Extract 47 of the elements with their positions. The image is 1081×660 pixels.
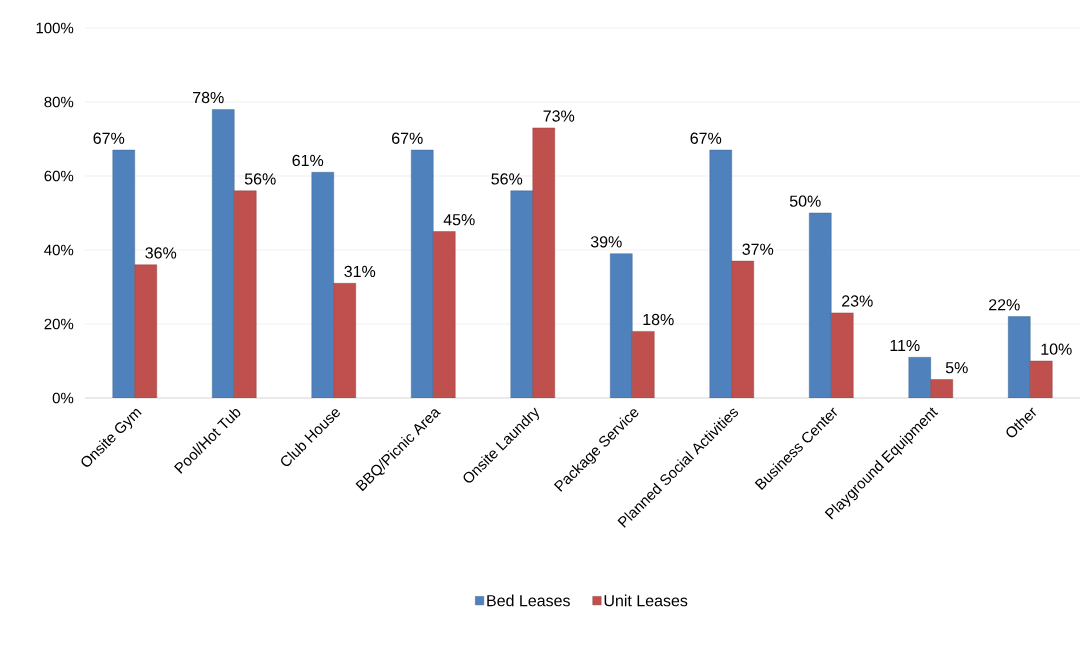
data-label: 23% <box>842 295 873 307</box>
data-label: 36% <box>145 247 177 259</box>
bar <box>908 357 931 398</box>
data-label: 61% <box>292 154 324 167</box>
data-label: 67% <box>392 132 423 144</box>
data-label: 31% <box>344 265 376 278</box>
y-tick-label: 20% <box>44 318 74 330</box>
data-label: 5% <box>945 362 968 374</box>
data-label: 37% <box>742 243 774 255</box>
data-label: 67% <box>93 132 125 144</box>
y-tick-label: 60% <box>44 170 74 182</box>
bar <box>433 231 456 398</box>
data-label: 10% <box>1041 343 1072 355</box>
data-label: 56% <box>244 173 276 185</box>
data-label: 73% <box>543 110 575 122</box>
legend-label: Bed Leases <box>487 594 570 607</box>
bar <box>532 127 555 398</box>
bar <box>731 260 754 398</box>
data-label: 56% <box>491 173 523 185</box>
bar <box>709 149 732 398</box>
data-label: 50% <box>789 195 821 207</box>
y-tick-label: 40% <box>44 244 74 256</box>
bar <box>112 149 135 398</box>
bar <box>333 283 356 398</box>
bar <box>234 190 257 398</box>
data-label: 11% <box>890 339 920 352</box>
bar <box>1008 316 1031 398</box>
data-label: 18% <box>643 313 674 326</box>
bar <box>831 312 854 398</box>
bar <box>809 212 832 398</box>
bar <box>134 264 157 398</box>
bar <box>212 109 235 398</box>
data-label: 67% <box>690 132 722 144</box>
bar <box>1030 360 1053 398</box>
bar <box>311 172 334 398</box>
y-tick-label: 100% <box>36 22 74 34</box>
y-tick-label: 80% <box>44 96 74 108</box>
legend-label: Unit Leases <box>604 594 688 607</box>
bar <box>510 190 533 398</box>
bar <box>411 149 434 398</box>
data-label: 78% <box>193 91 224 104</box>
y-tick-label: 0% <box>52 392 74 404</box>
data-label: 45% <box>443 214 475 226</box>
data-label: 22% <box>989 299 1020 311</box>
bar <box>610 253 633 398</box>
bar <box>632 331 655 398</box>
data-label: 39% <box>590 236 622 248</box>
